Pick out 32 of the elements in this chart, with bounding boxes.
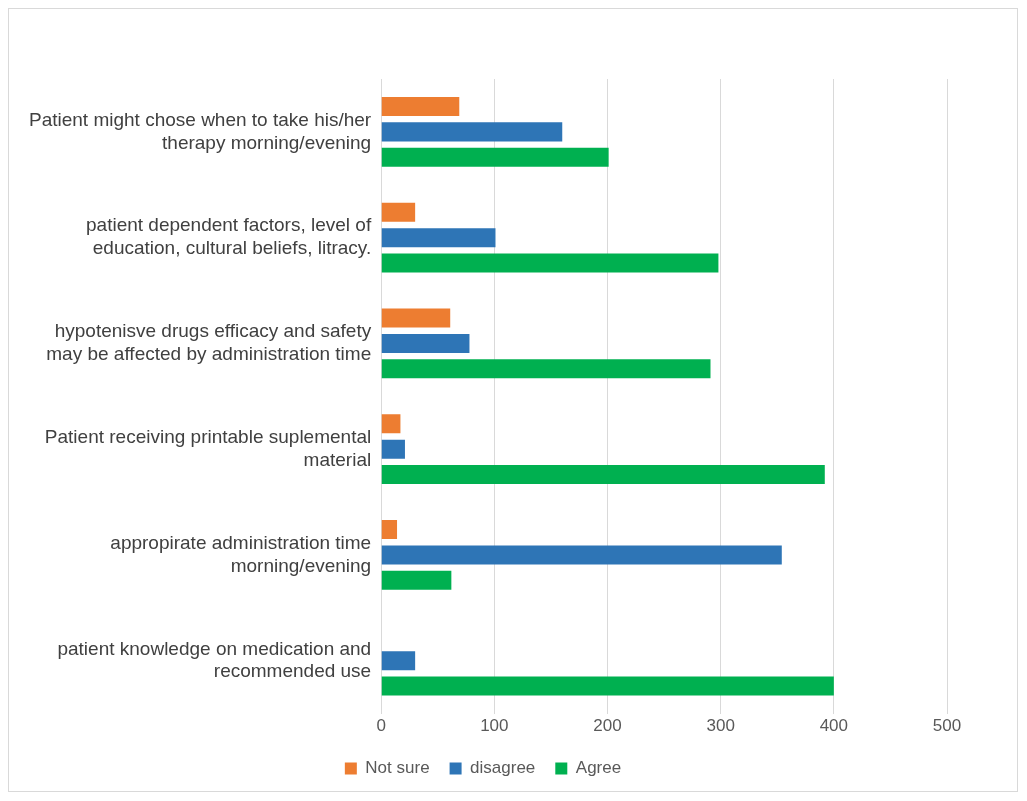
- bar: [381, 333, 470, 353]
- bar: [381, 228, 496, 248]
- bar: [381, 570, 452, 590]
- legend-label: Agree: [575, 758, 622, 778]
- bar: [381, 308, 451, 328]
- bar: [381, 651, 416, 671]
- x-tick-label: 200: [593, 716, 622, 736]
- bar: [381, 545, 782, 565]
- y-tick-label: hypotenisve drugs efficacy and safety may be affected by administration time: [46, 320, 372, 365]
- x-tick-label: 300: [706, 716, 735, 736]
- y-tick-label: patient dependent factors, level of education, cultural beliefs, litracy.: [85, 214, 372, 259]
- x-tick-label: 0: [376, 716, 386, 736]
- y-tick-label: Patient might chose when to take his/her therapy morning/evening: [28, 108, 372, 153]
- y-tick-label: appropirate administration time morning/evening: [110, 531, 372, 576]
- legend-label: disagree: [470, 758, 536, 778]
- bar: [381, 439, 405, 459]
- bar: [381, 676, 834, 696]
- bar: [381, 122, 563, 142]
- bar: [381, 147, 609, 167]
- bar: [381, 520, 398, 540]
- y-tick-label: patient knowledge on medication and recommended use: [57, 637, 372, 682]
- x-tick-label: 500: [932, 716, 962, 736]
- bar: [381, 414, 401, 434]
- bar: [381, 465, 825, 485]
- legend-label: Not sure: [365, 758, 430, 778]
- x-tick-label: 400: [819, 716, 849, 736]
- bar: [381, 359, 711, 379]
- y-tick-label: Patient receiving printable suplemental material: [44, 426, 372, 470]
- bar: [381, 96, 460, 117]
- x-tick-label: 100: [480, 716, 509, 736]
- bar: [381, 202, 416, 222]
- bar: [381, 253, 719, 273]
